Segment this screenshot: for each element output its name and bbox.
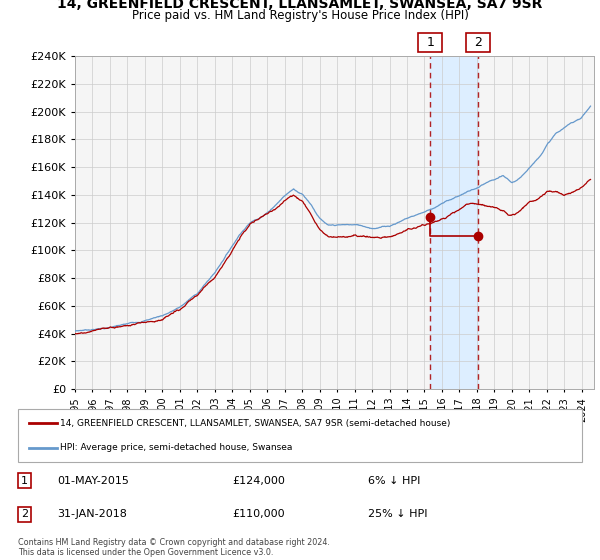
Text: 14, GREENFIELD CRESCENT, LLANSAMLET, SWANSEA, SA7 9SR (semi-detached house): 14, GREENFIELD CRESCENT, LLANSAMLET, SWA…	[60, 419, 451, 428]
Text: 1: 1	[427, 36, 434, 49]
Text: 6% ↓ HPI: 6% ↓ HPI	[368, 475, 420, 486]
Text: HPI: Average price, semi-detached house, Swansea: HPI: Average price, semi-detached house,…	[60, 443, 293, 452]
Text: £110,000: £110,000	[232, 509, 285, 519]
Text: 01-MAY-2015: 01-MAY-2015	[58, 475, 130, 486]
FancyBboxPatch shape	[466, 33, 490, 52]
FancyBboxPatch shape	[18, 409, 582, 462]
Text: Price paid vs. HM Land Registry's House Price Index (HPI): Price paid vs. HM Land Registry's House …	[131, 10, 469, 22]
Text: 2: 2	[475, 36, 482, 49]
Text: 31-JAN-2018: 31-JAN-2018	[58, 509, 127, 519]
Text: 2: 2	[21, 509, 28, 519]
Text: £124,000: £124,000	[232, 475, 285, 486]
Text: Contains HM Land Registry data © Crown copyright and database right 2024.
This d: Contains HM Land Registry data © Crown c…	[18, 538, 330, 557]
Text: 1: 1	[21, 475, 28, 486]
Text: 14, GREENFIELD CRESCENT, LLANSAMLET, SWANSEA, SA7 9SR: 14, GREENFIELD CRESCENT, LLANSAMLET, SWA…	[58, 0, 542, 11]
Text: 25% ↓ HPI: 25% ↓ HPI	[368, 509, 427, 519]
FancyBboxPatch shape	[418, 33, 442, 52]
Bar	[430, 56, 478, 389]
